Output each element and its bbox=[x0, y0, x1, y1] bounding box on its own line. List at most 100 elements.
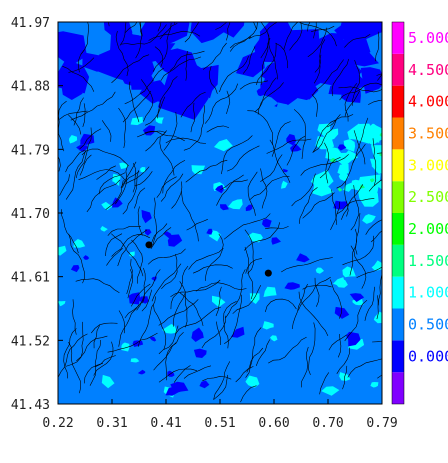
streamline bbox=[157, 76, 178, 119]
streamline bbox=[201, 315, 226, 349]
streamline bbox=[89, 339, 101, 386]
streamline bbox=[135, 22, 143, 59]
streamline bbox=[161, 254, 178, 290]
streamline bbox=[235, 366, 254, 383]
x-tick-label: 0.22 bbox=[42, 416, 73, 431]
field-patch bbox=[359, 123, 374, 134]
colorbar-swatch bbox=[392, 308, 404, 341]
field-patch bbox=[343, 150, 358, 160]
streamline bbox=[94, 355, 116, 368]
streamline bbox=[159, 137, 175, 176]
streamline bbox=[342, 235, 375, 266]
field-patch bbox=[140, 167, 146, 173]
field-patch bbox=[194, 202, 203, 208]
field-patch bbox=[228, 199, 243, 210]
colorbar-label: 4.000 bbox=[408, 93, 448, 111]
streamline bbox=[324, 142, 329, 184]
streamline bbox=[216, 321, 222, 346]
streamline bbox=[170, 279, 221, 297]
colorbar-swatch bbox=[392, 22, 404, 54]
colorbar-label: 2.500 bbox=[408, 188, 448, 206]
streamline bbox=[331, 189, 338, 225]
y-tick-label: 41.70 bbox=[11, 207, 50, 222]
streamline bbox=[204, 83, 238, 124]
field-patch bbox=[363, 196, 373, 203]
colorbar-swatch bbox=[392, 340, 404, 373]
field-patch bbox=[70, 265, 80, 273]
field-patch bbox=[199, 311, 221, 325]
plot-area bbox=[58, 22, 382, 404]
field-patch bbox=[191, 165, 206, 175]
field-patch bbox=[163, 231, 173, 239]
streamline bbox=[81, 148, 130, 167]
field-patch bbox=[343, 182, 353, 192]
streamline bbox=[372, 138, 377, 186]
field-patch bbox=[144, 267, 159, 278]
streamline bbox=[117, 229, 148, 267]
field-patch bbox=[199, 380, 210, 389]
field-patch bbox=[302, 336, 318, 350]
streamline bbox=[286, 135, 306, 166]
field-patch bbox=[363, 344, 382, 364]
streamline bbox=[59, 110, 88, 120]
field-patch bbox=[158, 84, 188, 108]
field-patch bbox=[262, 321, 274, 330]
streamline bbox=[152, 197, 157, 245]
field-patch bbox=[327, 292, 344, 311]
streamline bbox=[160, 173, 184, 202]
streamline bbox=[313, 54, 322, 84]
streamline bbox=[122, 90, 152, 123]
streamline bbox=[356, 266, 382, 278]
field-patch bbox=[360, 325, 370, 336]
streamline bbox=[355, 213, 361, 255]
streamline bbox=[327, 114, 354, 128]
streamline bbox=[312, 59, 344, 96]
colorbar-swatch bbox=[392, 181, 404, 213]
field-patch bbox=[58, 314, 66, 321]
field-patch bbox=[112, 197, 123, 208]
field-patch bbox=[130, 358, 140, 363]
streamline bbox=[260, 154, 283, 182]
field-patch bbox=[241, 177, 266, 194]
streamline bbox=[328, 334, 347, 351]
streamline bbox=[86, 179, 121, 213]
streamline bbox=[124, 22, 138, 33]
field-patch bbox=[206, 228, 213, 235]
streamline bbox=[153, 304, 167, 350]
field-patch bbox=[360, 184, 365, 189]
streamline bbox=[106, 247, 123, 266]
field-patch bbox=[289, 180, 304, 196]
streamline bbox=[119, 22, 127, 46]
field-patch bbox=[284, 282, 300, 290]
streamline bbox=[140, 79, 154, 122]
field-patch bbox=[277, 222, 293, 236]
y-tick-label: 41.61 bbox=[11, 271, 50, 286]
streamline bbox=[137, 296, 156, 347]
streamline bbox=[336, 347, 350, 374]
field-patch bbox=[370, 382, 379, 388]
streamline bbox=[314, 277, 320, 307]
field-patch bbox=[137, 369, 146, 375]
field-patch bbox=[118, 57, 146, 89]
colorbar-swatch bbox=[392, 85, 404, 118]
colorbar-frame bbox=[391, 21, 405, 405]
field-patch bbox=[193, 348, 207, 358]
streamline bbox=[205, 233, 224, 281]
streamline bbox=[344, 83, 358, 122]
field-patch bbox=[211, 342, 232, 352]
streamline bbox=[368, 179, 382, 192]
streamline bbox=[122, 171, 140, 188]
streamline bbox=[130, 283, 151, 307]
field-patch bbox=[236, 132, 251, 143]
field-patch bbox=[366, 271, 382, 282]
field-patch bbox=[89, 390, 108, 403]
field-patch bbox=[260, 59, 290, 84]
streamline bbox=[162, 159, 186, 194]
marker-point bbox=[145, 241, 153, 249]
streamline bbox=[347, 358, 382, 378]
streamline bbox=[223, 213, 271, 240]
field-patch bbox=[296, 253, 310, 263]
field-patch bbox=[141, 393, 161, 404]
streamline bbox=[344, 90, 360, 117]
